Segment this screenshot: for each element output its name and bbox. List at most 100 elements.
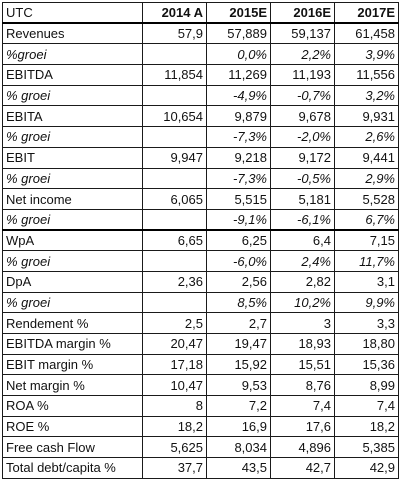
value-cell: -7,3%: [206, 167, 271, 190]
value-cell: 7,15: [334, 229, 399, 252]
value-cell: 7,4: [334, 395, 399, 417]
value-cell: 2,5: [142, 312, 207, 334]
row-label: Revenues: [2, 22, 143, 45]
value-cell: 8,034: [206, 436, 271, 459]
value-cell: 11,193: [270, 64, 335, 86]
value-cell: 3: [270, 312, 335, 334]
value-cell: -9,1%: [206, 208, 271, 231]
value-cell: 61,458: [334, 22, 399, 45]
value-cell: 6,4: [270, 229, 335, 252]
value-cell: 7,4: [270, 395, 335, 417]
value-cell: 3,9%: [334, 43, 399, 66]
row-label: EBITA: [2, 105, 143, 128]
value-cell: -4,9%: [206, 84, 271, 107]
row-label: % groei: [2, 291, 143, 314]
value-cell: 18,93: [270, 333, 335, 355]
row-label: Free cash Flow: [2, 436, 143, 459]
table-row: Total debt/capita % 37,7 43,5 42,7 42,9: [2, 457, 399, 479]
header-2017e: 2017E: [334, 2, 399, 25]
table-row: EBIT margin % 17,18 15,92 15,51 15,36: [2, 353, 399, 376]
value-cell: -0,7%: [270, 84, 335, 107]
value-cell: 6,25: [206, 229, 271, 252]
value-cell: 19,47: [206, 333, 271, 355]
value-cell: 9,172: [270, 146, 335, 169]
table-body: Revenues 57,9 57,889 59,137 61,458 %groei 0,0%…: [2, 22, 399, 479]
table-row: % groei -4,9% -0,7% 3,2%: [2, 84, 399, 107]
value-cell: 15,92: [206, 353, 271, 376]
value-cell: -6,0%: [206, 250, 271, 272]
value-cell: 6,065: [142, 188, 207, 210]
value-cell: [142, 84, 207, 107]
row-label: % groei: [2, 208, 143, 231]
value-cell: 18,80: [334, 333, 399, 355]
table-row: Free cash Flow 5,625 8,034 4,896 5,385: [2, 436, 399, 459]
value-cell: 2,36: [142, 270, 207, 293]
value-cell: 15,51: [270, 353, 335, 376]
table-row: Revenues 57,9 57,889 59,137 61,458: [2, 22, 399, 45]
value-cell: 43,5: [206, 457, 271, 479]
row-label: ROA %: [2, 395, 143, 417]
row-label: WpA: [2, 229, 143, 252]
value-cell: 10,47: [142, 374, 207, 397]
value-cell: 3,3: [334, 312, 399, 334]
table-row: WpA 6,65 6,25 6,4 7,15: [2, 229, 399, 252]
value-cell: 2,2%: [270, 43, 335, 66]
table-row: % groei 8,5% 10,2% 9,9%: [2, 291, 399, 314]
value-cell: 8: [142, 395, 207, 417]
value-cell: 5,385: [334, 436, 399, 459]
table-row: EBITDA 11,854 11,269 11,193 11,556: [2, 64, 399, 86]
header-2015e: 2015E: [206, 2, 271, 25]
value-cell: 9,218: [206, 146, 271, 169]
row-label: % groei: [2, 250, 143, 272]
row-label: % groei: [2, 84, 143, 107]
table-row: % groei -7,3% -2,0% 2,6%: [2, 126, 399, 148]
table-row: %groei 0,0% 2,2% 3,9%: [2, 43, 399, 66]
value-cell: 8,5%: [206, 291, 271, 314]
value-cell: -2,0%: [270, 126, 335, 148]
value-cell: 59,137: [270, 22, 335, 45]
header-2016e: 2016E: [270, 2, 335, 25]
value-cell: 15,36: [334, 353, 399, 376]
value-cell: [142, 208, 207, 231]
row-label: % groei: [2, 167, 143, 190]
value-cell: 11,269: [206, 64, 271, 86]
row-label: EBITDA margin %: [2, 333, 143, 355]
table-row: ROE % 18,2 16,9 17,6 18,2: [2, 415, 399, 438]
value-cell: 57,9: [142, 22, 207, 45]
value-cell: 18,2: [334, 415, 399, 438]
value-cell: 17,6: [270, 415, 335, 438]
value-cell: 5,625: [142, 436, 207, 459]
row-label: % groei: [2, 126, 143, 148]
financial-table: UTC 2014 A 2015E 2016E 2017E Revenues 57,…: [2, 2, 399, 479]
value-cell: 10,2%: [270, 291, 335, 314]
table-row: EBITA 10,654 9,879 9,678 9,931: [2, 105, 399, 128]
value-cell: 18,2: [142, 415, 207, 438]
value-cell: 8,76: [270, 374, 335, 397]
value-cell: 6,7%: [334, 208, 399, 231]
row-label: Net income: [2, 188, 143, 210]
header-row: UTC 2014 A 2015E 2016E 2017E: [2, 2, 399, 25]
value-cell: 11,854: [142, 64, 207, 86]
value-cell: 9,879: [206, 105, 271, 128]
value-cell: -0,5%: [270, 167, 335, 190]
value-cell: 9,931: [334, 105, 399, 128]
value-cell: 9,441: [334, 146, 399, 169]
value-cell: 9,53: [206, 374, 271, 397]
value-cell: 9,947: [142, 146, 207, 169]
row-label: %groei: [2, 43, 143, 66]
value-cell: 37,7: [142, 457, 207, 479]
value-cell: 11,7%: [334, 250, 399, 272]
value-cell: [142, 126, 207, 148]
table-row: Net margin % 10,47 9,53 8,76 8,99: [2, 374, 399, 397]
value-cell: 42,7: [270, 457, 335, 479]
value-cell: -6,1%: [270, 208, 335, 231]
value-cell: 11,556: [334, 64, 399, 86]
value-cell: 0,0%: [206, 43, 271, 66]
value-cell: 42,9: [334, 457, 399, 479]
value-cell: -7,3%: [206, 126, 271, 148]
value-cell: 2,56: [206, 270, 271, 293]
table-row: DpA 2,36 2,56 2,82 3,1: [2, 270, 399, 293]
value-cell: [142, 291, 207, 314]
value-cell: 5,515: [206, 188, 271, 210]
value-cell: 3,1: [334, 270, 399, 293]
